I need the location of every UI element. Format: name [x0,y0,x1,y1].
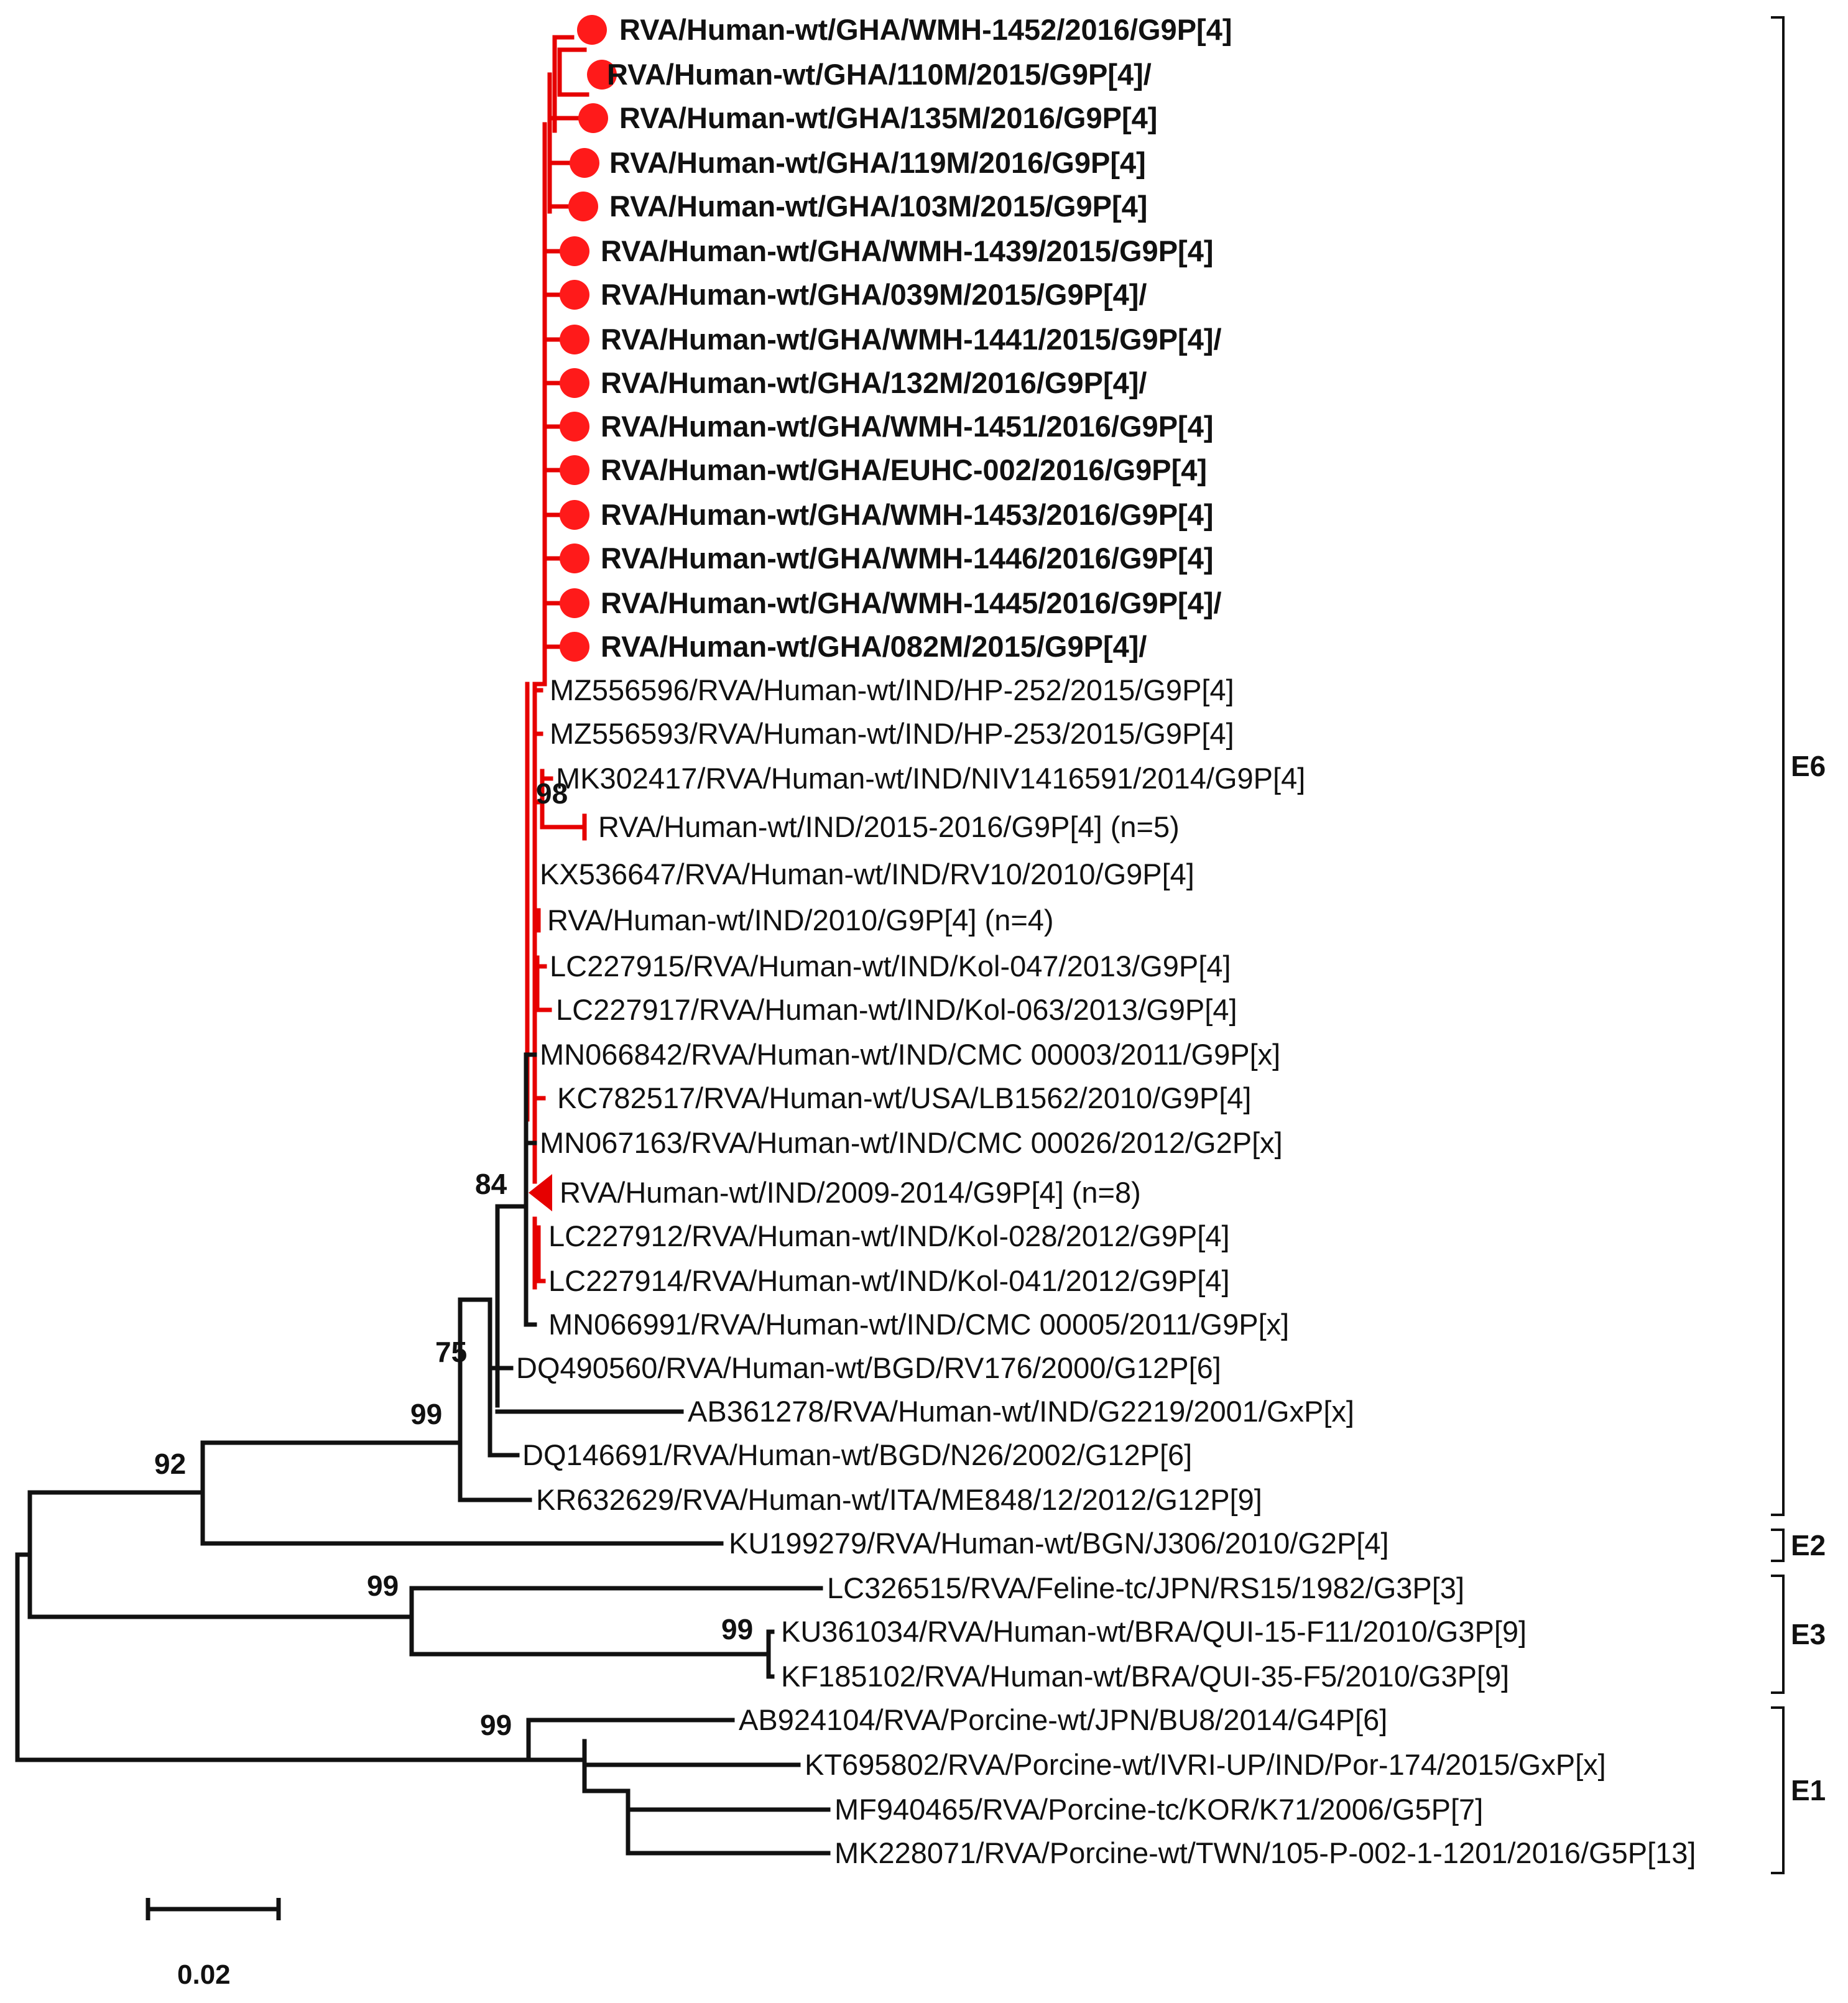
leaf-label: LC227914/RVA/Human-wt/IND/Kol-041/2012/G… [548,1264,1230,1297]
branch-n5-collapsed [540,813,587,841]
leaf-label: MK302417/RVA/Human-wt/IND/NIV1416591/201… [556,762,1305,795]
leaf-label: MK228071/RVA/Porcine-wt/TWN/105-P-002-1-… [834,1836,1696,1869]
leaf-label: RVA/Human-wt/GHA/082M/2015/G9P[4]/ [601,630,1147,663]
scale-bar-label: 0.02 [177,1959,231,1990]
study-sample-marker [560,412,589,442]
leaf-label: RVA/Human-wt/GHA/WMH-1439/2015/G9P[4] [601,234,1214,267]
bootstrap-value: 98 [536,777,568,810]
bootstrap-value: 99 [721,1613,753,1645]
leaf-labels: RVA/Human-wt/GHA/WMH-1452/2016/G9P[4] RVA… [516,13,1696,1869]
scale-bar: 0.02 [146,1898,281,1990]
study-sample-markers [560,15,617,662]
leaf-label: KR632629/RVA/Human-wt/ITA/ME848/12/2012/… [536,1483,1262,1516]
leaf-label: MN067163/RVA/Human-wt/IND/CMC 00026/2012… [540,1126,1283,1159]
leaf-label: MN066842/RVA/Human-wt/IND/CMC 00003/2011… [540,1038,1280,1071]
branch-cmc-tips [524,1052,537,1327]
clade-label: E2 [1791,1529,1826,1561]
bootstrap-value: 75 [435,1336,467,1368]
bootstrap-value: 99 [480,1709,512,1741]
branch-ghana-tips-a [557,47,589,97]
leaf-label: KT695802/RVA/Porcine-wt/IVRI-UP/IND/Por-… [805,1748,1606,1781]
study-sample-marker [587,60,617,90]
clade-label: E1 [1791,1774,1826,1806]
leaf-label: RVA/Human-wt/GHA/WMH-1446/2016/G9P[4] [601,542,1214,575]
leaf-label: KU199279/RVA/Human-wt/BGN/J306/2010/G2P[… [729,1527,1389,1560]
leaf-label: LC227912/RVA/Human-wt/IND/Kol-028/2012/G… [548,1219,1230,1252]
leaf-label: RVA/Human-wt/GHA/WMH-1441/2015/G9P[4]/ [601,323,1222,356]
leaf-label: KX536647/RVA/Human-wt/IND/RV10/2010/G9P[… [540,858,1194,890]
branch-k71-mk228071 [626,1788,831,1856]
leaf-label: MZ556596/RVA/Human-wt/IND/HP-252/2015/G9… [550,673,1234,706]
clade-bracket [1771,1529,1785,1562]
leaf-label: RVA/Human-wt/GHA/WMH-1453/2016/G9P[4] [601,498,1214,531]
branch-hp-tips [532,688,543,736]
study-sample-marker [560,588,589,618]
bootstrap-value: 99 [410,1398,442,1430]
leaf-label: RVA/Human-wt/GHA/110M/2015/G9P[4]/ [607,58,1152,91]
study-sample-marker [560,544,589,573]
leaf-label: AB924104/RVA/Porcine-wt/JPN/BU8/2014/G4P… [739,1703,1387,1736]
study-sample-marker [560,236,589,266]
leaf-label: LC326515/RVA/Feline-tc/JPN/RS15/1982/G3P… [827,1571,1464,1604]
leaf-label: RVA/Human-wt/GHA/135M/2016/G9P[4] [619,101,1157,134]
leaf-label: RVA/Human-wt/GHA/WMH-1451/2016/G9P[4] [601,410,1214,443]
branch-ghana-tips-d [542,249,570,649]
branch-n4-collapsed [532,908,541,933]
bootstrap-value: 99 [367,1570,399,1602]
leaf-label: RVA/Human-wt/IND/2009-2014/G9P[4] (n=8) [560,1176,1141,1209]
tree-branches [15,35,831,1856]
branch-kt695802 [582,1762,801,1793]
study-sample-marker [560,500,589,530]
scale-bar-line [146,1898,281,1920]
leaf-label: RVA/Human-wt/GHA/WMH-1452/2016/G9P[4] [619,13,1232,46]
branch-root-stems [15,1552,531,1762]
study-sample-marker [560,325,589,354]
branch-kol-tips-a [535,964,552,1012]
leaf-label: KU361034/RVA/Human-wt/BRA/QUI-15-F11/201… [781,1615,1527,1648]
leaf-label: MF940465/RVA/Porcine-tc/KOR/K71/2006/G5P… [834,1793,1483,1826]
leaf-label: LC227917/RVA/Human-wt/IND/Kol-063/2013/G… [556,993,1237,1026]
collapsed-clade-n8 [529,1174,552,1211]
leaf-label: RVA/Human-wt/IND/2010/G9P[4] (n=4) [547,904,1054,937]
clade-bracket [1771,1575,1785,1694]
bootstrap-value: 84 [475,1168,507,1200]
clade-label: E6 [1791,750,1826,782]
study-sample-marker [570,148,599,178]
leaf-label: RVA/Human-wt/GHA/WMH-1445/2016/G9P[4]/ [601,586,1222,619]
leaf-label: LC227915/RVA/Human-wt/IND/Kol-047/2013/G… [550,950,1231,983]
leaf-label: RVA/Human-wt/GHA/119M/2016/G9P[4] [609,146,1146,179]
leaf-label: MZ556593/RVA/Human-wt/IND/HP-253/2015/G9… [550,717,1234,750]
leaf-label: AB361278/RVA/Human-wt/IND/G2219/2001/GxP… [688,1395,1354,1428]
study-sample-marker [568,192,598,221]
clade-bracket [1771,16,1785,1516]
study-sample-marker [578,103,608,133]
leaf-label: RVA/Human-wt/GHA/EUHC-002/2016/G9P[4] [601,453,1207,486]
study-sample-marker [560,368,589,398]
leaf-label: RVA/Human-wt/GHA/132M/2016/G9P[4]/ [601,366,1147,399]
bootstrap-value: 92 [154,1448,186,1480]
study-sample-marker [560,280,589,310]
clade-brackets: E6 E2 E3 E1 [1771,16,1826,1874]
leaf-label: KF185102/RVA/Human-wt/BRA/QUI-35-F5/2010… [781,1660,1509,1693]
leaf-label: DQ490560/RVA/Human-wt/BGD/RV176/2000/G12… [516,1351,1221,1384]
study-sample-marker [560,632,589,662]
leaf-label: RVA/Human-wt/IND/2015-2016/G9P[4] (n=5) [598,810,1180,843]
leaf-label: DQ146691/RVA/Human-wt/BGD/N26/2002/G12P[… [522,1438,1192,1471]
bootstrap-labels: 98 84 75 99 92 99 99 99 [154,777,753,1741]
study-sample-marker [560,455,589,485]
branch-qui-tips [766,1629,775,1679]
leaf-label: MN066991/RVA/Human-wt/IND/CMC 00005/2011… [548,1308,1289,1341]
clade-bracket [1771,1706,1785,1874]
branch-kol-tips-b [532,1225,546,1284]
leaf-label: KC782517/RVA/Human-wt/USA/LB1562/2010/G9… [557,1081,1251,1114]
study-sample-marker [577,15,607,45]
leaf-label: RVA/Human-wt/GHA/039M/2015/G9P[4]/ [601,278,1147,311]
branch-92-stem [27,1490,205,1619]
leaf-label: RVA/Human-wt/GHA/103M/2015/G9P[4] [609,190,1147,223]
branch-ghana-join [532,644,547,687]
clade-label: E3 [1791,1618,1826,1650]
